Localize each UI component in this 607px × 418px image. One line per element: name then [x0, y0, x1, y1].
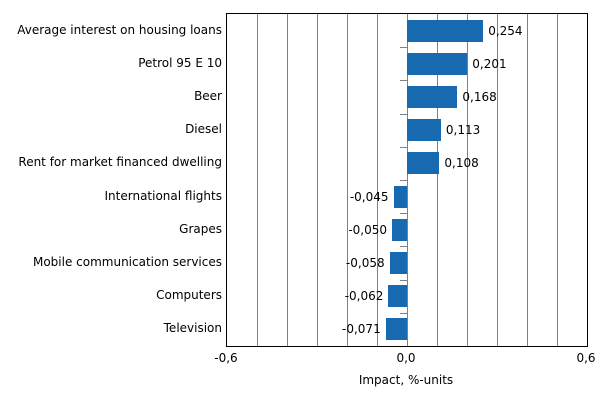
category-label: International flights — [104, 188, 222, 203]
bar-value-label: -0,050 — [348, 222, 387, 237]
category-tick — [400, 246, 407, 248]
plot-area: 0,254 0,201 0,168 0,113 0,108 -0,045 -0,050 -0,… — [226, 13, 588, 347]
gridline — [317, 14, 318, 346]
zero-line — [407, 14, 408, 346]
bar-row: -0,062 — [227, 279, 587, 313]
gridline — [287, 14, 288, 346]
category-label: Grapes — [179, 221, 222, 236]
category-axis-labels: Average interest on housing loans Petrol … — [0, 13, 222, 345]
bar[interactable] — [407, 85, 458, 108]
x-tick-label: -0,6 — [214, 351, 238, 365]
gridline — [527, 14, 528, 346]
bar-rows: 0,254 0,201 0,168 0,113 0,108 -0,045 -0,050 -0,… — [227, 14, 587, 346]
gridlines — [227, 14, 587, 346]
category-label: Average interest on housing loans — [17, 22, 222, 37]
category-tick — [400, 312, 407, 314]
bar-row: -0,071 — [227, 312, 587, 346]
gridline — [437, 14, 438, 346]
category-label: Rent for market financed dwelling — [18, 155, 222, 170]
gridline — [347, 14, 348, 346]
bar-value-label: -0,062 — [344, 289, 384, 304]
x-tick-label: 0,6 — [576, 351, 596, 365]
category-tick — [400, 113, 407, 115]
category-tick — [400, 180, 407, 181]
gridline — [257, 14, 258, 346]
bar[interactable] — [385, 318, 407, 341]
category-tick — [400, 47, 407, 49]
bar[interactable] — [389, 251, 407, 274]
bar[interactable] — [407, 19, 484, 42]
x-axis-title: Impact, %-units — [358, 373, 454, 387]
category-label: Petrol 95 E 10 — [138, 55, 222, 70]
gridline — [557, 14, 558, 346]
gridline — [377, 14, 378, 346]
bar-row: 0,113 — [227, 113, 587, 147]
bar-value-label: -0,071 — [342, 322, 381, 337]
bar-row: 0,201 — [227, 47, 587, 80]
category-label: Computers — [156, 288, 222, 303]
bar[interactable] — [407, 52, 468, 75]
bar-value-label: 0,168 — [462, 89, 497, 104]
x-tick-label: 0,0 — [396, 351, 416, 365]
category-label: Television — [163, 321, 222, 336]
category-label: Diesel — [185, 122, 222, 137]
bar-row: 0,254 — [227, 14, 587, 47]
bar-value-label: 0,254 — [488, 23, 523, 38]
gridline — [467, 14, 468, 346]
bar-value-label: 0,201 — [472, 56, 507, 71]
category-tick — [400, 279, 407, 281]
bar-value-label: 0,113 — [445, 123, 481, 138]
bar[interactable] — [407, 152, 440, 175]
bar-value-label: 0,108 — [444, 156, 479, 171]
category-tick — [400, 213, 407, 215]
category-label: Beer — [194, 89, 222, 103]
bar[interactable] — [392, 218, 407, 241]
x-axis-tick-labels: -0,6 0,0 0,6 — [0, 350, 607, 368]
bar-row: 0,108 — [227, 146, 587, 180]
bar[interactable] — [407, 119, 441, 142]
bar-row: -0,050 — [227, 213, 587, 246]
bar[interactable] — [393, 185, 407, 208]
bar-value-label: -0,058 — [345, 255, 385, 270]
category-label: Mobile communication services — [32, 255, 222, 269]
gridline — [497, 14, 498, 346]
bar[interactable] — [388, 285, 407, 308]
category-tick — [400, 146, 407, 148]
category-tick — [400, 80, 407, 82]
bar-row: -0,045 — [227, 180, 587, 213]
bar-row: -0,058 — [227, 246, 587, 279]
bar-value-label: -0,045 — [349, 189, 389, 204]
bar-row: 0,168 — [227, 80, 587, 113]
